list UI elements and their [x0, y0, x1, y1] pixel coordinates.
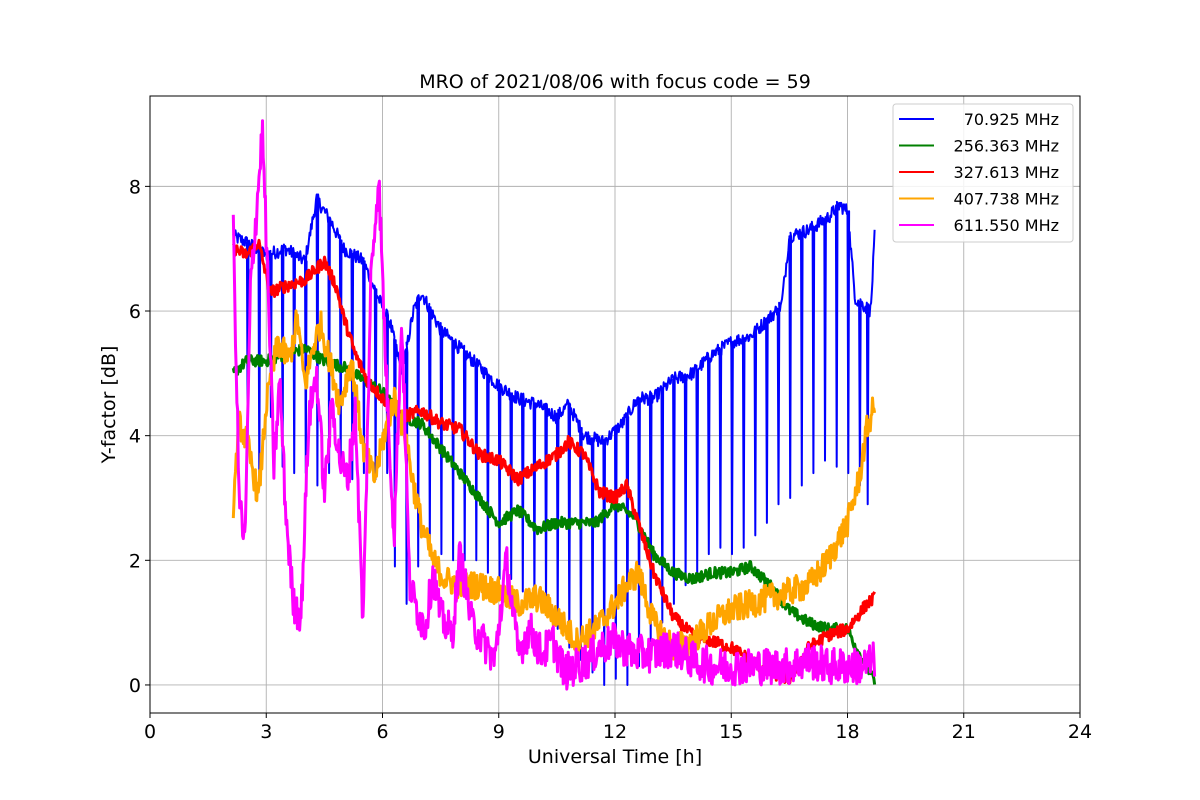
- y-tick-label: 8: [129, 176, 141, 198]
- x-tick-label: 18: [835, 721, 859, 743]
- y-axis-label: Y-factor [dB]: [98, 346, 120, 465]
- legend-label: 407.738 MHz: [954, 190, 1059, 209]
- series-line-70-925-mhz: [232, 193, 876, 686]
- legend: 70.925 MHz 256.363 MHz 327.613 MHz 407.738 …: [892, 103, 1074, 243]
- series-line-611-550-mhz: [231, 119, 877, 691]
- x-tick-label: 0: [144, 721, 156, 743]
- x-tick-label: 3: [260, 721, 272, 743]
- y-tick-label: 4: [129, 426, 141, 448]
- x-tick-label: 9: [493, 721, 505, 743]
- legend-box: [892, 103, 1074, 243]
- series-line-407-738-mhz: [231, 309, 877, 661]
- legend-label: 70.925 MHz: [964, 110, 1059, 129]
- x-axis-label: Universal Time [h]: [528, 746, 702, 768]
- y-axis: 0 2 4 6 8: [129, 176, 150, 697]
- legend-label: 327.613 MHz: [954, 163, 1059, 182]
- x-tick-label: 12: [603, 721, 627, 743]
- x-tick-label: 6: [376, 721, 388, 743]
- x-tick-label: 21: [952, 721, 976, 743]
- x-tick-label: 15: [719, 721, 743, 743]
- legend-label: 611.550 MHz: [954, 216, 1059, 235]
- chart-title: MRO of 2021/08/06 with focus code = 59: [419, 71, 811, 93]
- y-tick-label: 0: [129, 675, 141, 697]
- plot-series: [231, 119, 877, 691]
- x-tick-label: 24: [1068, 721, 1092, 743]
- y-tick-label: 2: [129, 550, 141, 572]
- legend-label: 256.363 MHz: [954, 137, 1059, 156]
- y-tick-label: 6: [129, 301, 141, 323]
- series-line-256-363-mhz: [231, 343, 877, 685]
- x-axis: 0 3 6 9 12 15 18 21 24: [144, 713, 1092, 743]
